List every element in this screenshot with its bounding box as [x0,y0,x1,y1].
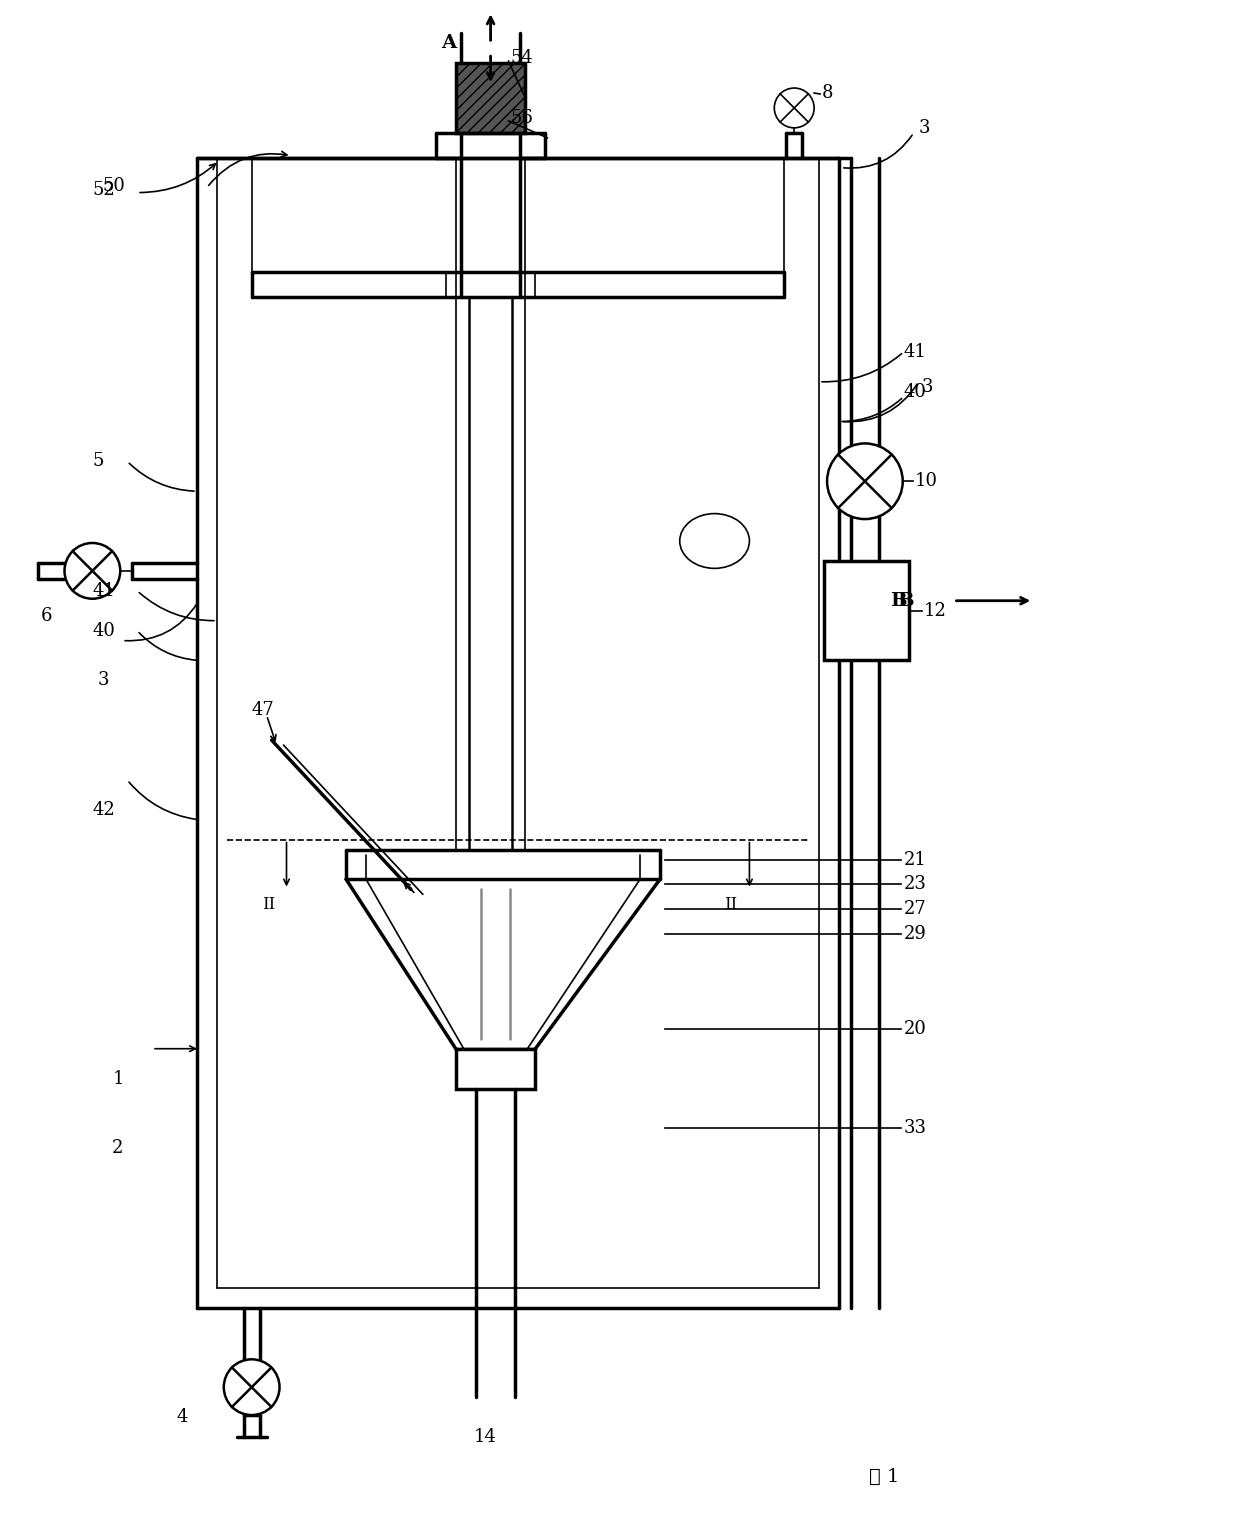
Text: 29: 29 [904,926,926,943]
Text: 52: 52 [92,181,115,198]
Text: 12: 12 [924,602,946,620]
Bar [456,62,526,133]
Text: 41: 41 [92,582,115,600]
Text: 5: 5 [92,452,104,471]
Text: 40: 40 [904,382,926,401]
Circle shape [774,88,815,128]
Text: 40: 40 [92,621,115,640]
Text: 2: 2 [113,1139,124,1157]
Text: 56: 56 [511,110,533,126]
Circle shape [827,443,903,519]
Bar [825,560,909,661]
Text: 8: 8 [822,84,833,102]
Text: 20: 20 [904,1020,926,1037]
Text: 图 1: 图 1 [869,1468,899,1486]
Text: 21: 21 [904,850,926,868]
Text: 27: 27 [904,900,926,918]
Circle shape [223,1360,279,1415]
Bar [456,1049,536,1089]
Text: 6: 6 [41,606,52,624]
Text: 10: 10 [915,472,937,490]
Text: B: B [890,592,906,609]
Text: 54: 54 [511,49,533,67]
Text: 1: 1 [113,1069,124,1087]
Text: 3: 3 [921,378,934,396]
Text: B: B [897,592,914,609]
Text: 4: 4 [177,1409,188,1426]
Text: 50: 50 [103,177,125,195]
Text: II: II [262,896,275,912]
Text: 47: 47 [252,701,274,719]
Text: 3: 3 [919,119,930,137]
Text: 41: 41 [904,343,926,361]
Text: 14: 14 [474,1429,497,1445]
Text: 23: 23 [904,876,926,894]
Text: 42: 42 [92,801,115,819]
Text: II: II [724,896,738,912]
Text: A: A [440,34,456,52]
Circle shape [64,544,120,599]
Text: 3: 3 [98,672,109,690]
Text: 33: 33 [904,1119,926,1138]
